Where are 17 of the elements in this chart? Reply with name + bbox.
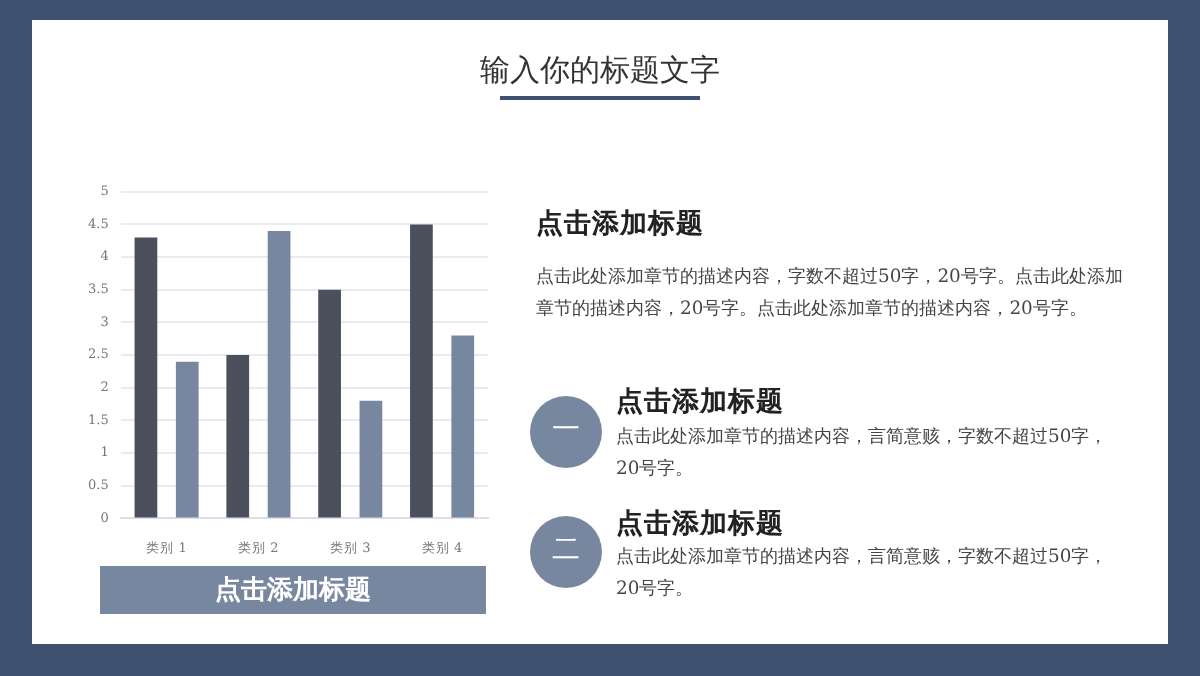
bar: [134, 237, 158, 518]
text: 一: [550, 412, 582, 448]
bar: [175, 361, 199, 518]
text: 点击添加标题: [536, 206, 706, 242]
text: 二: [550, 532, 582, 568]
bar: [318, 289, 341, 518]
text: 输入你的标题文字: [478, 52, 722, 90]
bar: [451, 335, 475, 518]
text: 点击添加标题: [616, 384, 786, 420]
bar: [226, 355, 250, 518]
bar: [267, 230, 291, 518]
text: 点击此处添加章节的描述内容，言简意赅，字数不超过50字，20号字。: [616, 424, 1110, 484]
text: 点击添加标题: [616, 506, 786, 542]
text: 点击此处添加章节的描述内容，字数不超过50字，20号字。点击此处添加章节的描述内容，20号字。点击此处添加章节的描述内容，20号字。: [536, 264, 1125, 324]
bar: [359, 400, 383, 518]
text: 点击此处添加章节的描述内容，言简意赅，字数不超过50字，20号字。: [616, 544, 1110, 604]
bar: [410, 224, 433, 518]
